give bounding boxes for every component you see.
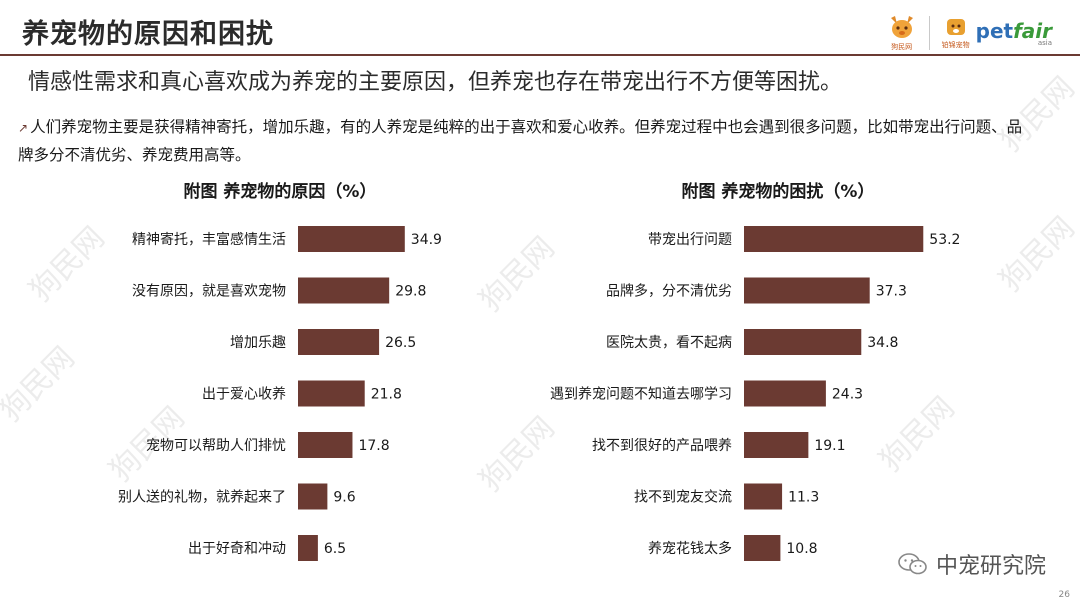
bar: [744, 535, 781, 561]
value-label: 26.5: [385, 335, 416, 351]
bar: [298, 535, 318, 561]
bar: [298, 277, 390, 304]
bar: [744, 226, 924, 252]
dog-logo-icon: [890, 16, 913, 38]
bar: [744, 483, 783, 510]
intro-text: 人们养宠物主要是获得精神寄托，增加乐趣，有的人养宠是纯粹的出于喜欢和爱心收养。但…: [18, 118, 1023, 164]
troubles-bar-chart: 带宠出行问题 53.2 品牌多，分不清优劣 37.3 医院太贵，看不起病 34.8 遇到养宠…: [550, 226, 960, 561]
value-label: 34.9: [411, 232, 442, 248]
pet-logo-icon: [946, 19, 965, 35]
value-label: 17.8: [358, 438, 389, 454]
category-label: 找不到宠友交流: [634, 489, 732, 506]
category-label: 带宠出行问题: [648, 232, 732, 248]
value-label: 6.5: [324, 541, 346, 557]
footer-brand-text: 中宠研究院: [935, 554, 1046, 579]
category-label: 找不到很好的产品喂养: [592, 438, 732, 454]
page-title: 养宠物的原因和困扰: [22, 19, 274, 50]
arrow-icon: ↗: [18, 121, 29, 135]
value-label: 37.3: [876, 284, 907, 300]
category-label: 精神寄托，丰富感情生活: [132, 231, 286, 248]
header-divider: [0, 54, 1080, 56]
category-label: 没有原因，就是喜欢宠物: [132, 284, 286, 300]
petfair-wordmark: petfair: [975, 19, 1052, 43]
category-label: 增加乐趣: [230, 335, 286, 351]
bar: [744, 329, 862, 355]
intro-paragraph: ↗ 人们养宠物主要是获得精神寄托，增加乐趣，有的人养宠是纯粹的出于喜欢和爱心收养。…: [18, 114, 1028, 169]
page-subtitle: 情感性需求和真心喜欢成为养宠的主要原因，但养宠也存在带宠出行不方便等困扰。: [28, 70, 843, 95]
value-label: 21.8: [371, 387, 402, 403]
goumin-logo: 狗民网: [887, 14, 917, 52]
bar: [744, 380, 826, 407]
bar: [298, 483, 328, 510]
bar: [298, 226, 405, 252]
page-number: 26: [1058, 590, 1070, 600]
category-label: 出于爱心收养: [202, 387, 286, 403]
bar: [744, 432, 809, 458]
category-label: 出于好奇和冲动: [188, 540, 286, 557]
category-label: 养宠花钱太多: [648, 540, 732, 557]
category-label: 医院太贵，看不起病: [606, 335, 732, 351]
bar: [298, 432, 353, 458]
value-label: 53.2: [929, 232, 960, 248]
category-label: 宠物可以帮助人们排忧: [146, 438, 286, 454]
bar: [744, 277, 870, 304]
chart-title-reasons: 附图 养宠物的原因（%）: [183, 182, 377, 202]
petfair-logo: 铂锦宠物 petfair asia: [942, 16, 1052, 50]
value-label: 19.1: [814, 438, 845, 454]
logo-caption: 狗民网: [891, 43, 913, 51]
bar: [298, 380, 365, 407]
bar: [298, 329, 380, 355]
value-label: 29.8: [395, 284, 426, 300]
value-label: 9.6: [333, 490, 355, 506]
value-label: 11.3: [788, 490, 819, 506]
category-label: 别人送的礼物，就养起来了: [118, 490, 286, 506]
footer-brand: 中宠研究院: [898, 548, 1046, 580]
logo-caption: 铂锦宠物: [941, 41, 970, 49]
chart-title-troubles: 附图 养宠物的困扰（%）: [681, 182, 875, 202]
category-label: 品牌多，分不清优劣: [606, 283, 732, 300]
value-label: 24.3: [832, 387, 863, 403]
value-label: 34.8: [867, 335, 898, 351]
category-label: 遇到养宠问题不知道去哪学习: [550, 386, 732, 403]
logo-group: 狗民网 铂锦宠物 petfair asia: [887, 10, 1052, 56]
logo-divider: [928, 16, 930, 50]
reasons-bar-chart: 精神寄托，丰富感情生活 34.9 没有原因，就是喜欢宠物 29.8 增加乐趣 26.5 出于…: [118, 226, 442, 561]
wechat-icon: [898, 553, 927, 575]
value-label: 10.8: [786, 541, 817, 557]
petfair-sub: asia: [1037, 39, 1052, 47]
